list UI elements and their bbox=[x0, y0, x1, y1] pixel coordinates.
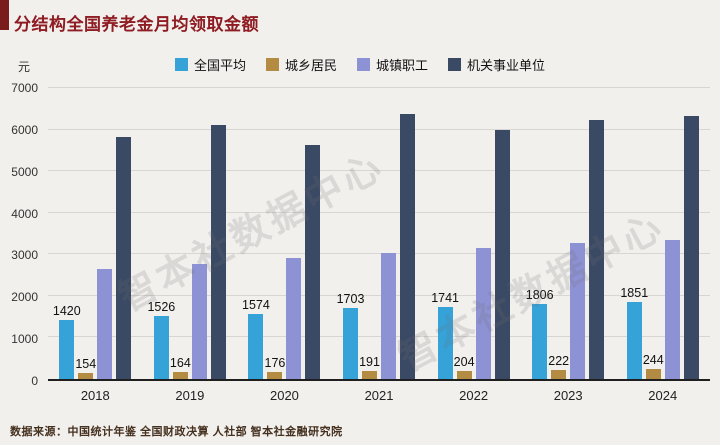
bar-group-2023: 1806 222 bbox=[521, 88, 616, 379]
bar-全国平均-2018: 1420 bbox=[53, 304, 81, 379]
x-tick-label-2019: 2019 bbox=[175, 388, 205, 403]
bar-城乡居民-2024: 244 bbox=[643, 353, 664, 379]
bar-城乡居民-2019: 164 bbox=[170, 356, 191, 379]
corner-accent bbox=[0, 0, 9, 30]
bar-value-label: 1703 bbox=[336, 292, 365, 307]
bar-value-label: 1420 bbox=[52, 303, 81, 318]
bar-全国平均-2024: 1851 bbox=[620, 286, 648, 379]
bar-group-2024: 1851 244 bbox=[615, 88, 710, 379]
bar-value-label: 191 bbox=[359, 355, 380, 370]
y-tick-label: 7000 bbox=[11, 81, 38, 95]
bar-value-label: 222 bbox=[548, 353, 570, 368]
bar-全国平均-2021: 1703 bbox=[337, 292, 364, 379]
y-tick-label: 2000 bbox=[11, 290, 38, 305]
bar-城镇职工-2018 bbox=[97, 269, 113, 379]
gridline bbox=[48, 294, 710, 296]
bar-group-2020: 1574 176 bbox=[237, 88, 332, 379]
bar-value-label: 1526 bbox=[147, 299, 176, 314]
x-tick-label-2018: 2018 bbox=[80, 388, 110, 403]
bar-group-2021: 1703 191 bbox=[332, 88, 427, 379]
legend-item-3: 机关事业单位 bbox=[448, 55, 545, 74]
bar-group-2018: 1420 154 bbox=[48, 88, 143, 379]
bar-全国平均-2020: 1574 bbox=[242, 298, 270, 379]
bar-城乡居民-2023: 222 bbox=[548, 354, 569, 379]
bar-value-label: 164 bbox=[169, 356, 191, 371]
bar-value-label: 244 bbox=[642, 352, 664, 367]
y-tick-label: 1000 bbox=[11, 332, 38, 347]
bar-group-2019: 1526 164 bbox=[143, 88, 238, 379]
gridline bbox=[48, 211, 710, 213]
bar-全国平均-2022: 1741 bbox=[431, 291, 459, 379]
bar-机关事业单位-2023 bbox=[589, 119, 605, 379]
legend-swatch bbox=[448, 58, 462, 71]
bar-value-label: 1574 bbox=[242, 297, 270, 312]
bar-value-label: 154 bbox=[75, 356, 97, 371]
chart-legend: 全国平均 城乡居民 城镇职工 机关事业单位 bbox=[0, 55, 720, 74]
bar-机关事业单位-2020 bbox=[305, 144, 321, 379]
bar-城镇职工-2020 bbox=[286, 258, 302, 379]
bar-城镇职工-2024 bbox=[664, 240, 680, 379]
bar-城镇职工-2023 bbox=[570, 243, 586, 379]
bar-城乡居民-2021: 191 bbox=[359, 355, 380, 379]
legend-item-0: 全国平均 bbox=[174, 55, 246, 74]
gridline bbox=[48, 336, 710, 338]
gridlines-container bbox=[48, 87, 710, 379]
legend-label: 城乡居民 bbox=[284, 58, 337, 73]
gridline bbox=[48, 170, 710, 172]
bar-机关事业单位-2021 bbox=[400, 114, 416, 379]
y-tick-label: 5000 bbox=[11, 164, 38, 179]
bar-value-label: 1851 bbox=[620, 286, 649, 301]
x-tick-label-2021: 2021 bbox=[364, 388, 394, 403]
bar-机关事业单位-2018 bbox=[116, 137, 132, 379]
bar-机关事业单位-2024 bbox=[683, 116, 699, 379]
gridline bbox=[48, 128, 710, 130]
bar-城乡居民-2022: 204 bbox=[454, 355, 475, 379]
y-axis-unit-label: 元 bbox=[18, 60, 31, 74]
legend-label: 城镇职工 bbox=[376, 58, 429, 73]
legend-swatch bbox=[357, 58, 370, 71]
y-tick-label: 3000 bbox=[11, 248, 38, 263]
legend-swatch bbox=[265, 58, 279, 71]
x-tick-label-2024: 2024 bbox=[648, 388, 678, 403]
bar-全国平均-2023: 1806 bbox=[526, 288, 554, 379]
bar-城镇职工-2021 bbox=[381, 252, 397, 379]
bar-机关事业单位-2019 bbox=[210, 125, 226, 379]
y-tick-label: 4000 bbox=[11, 206, 38, 221]
y-tick-label: 0 bbox=[31, 374, 38, 388]
x-axis-labels: 2018 2019 2020 2021 2022 2023 2024 bbox=[48, 388, 710, 403]
bar-group-2022: 1741 204 bbox=[426, 88, 521, 379]
bar-value-label: 1741 bbox=[431, 290, 459, 305]
bar-城镇职工-2019 bbox=[191, 263, 207, 379]
y-axis-labels: 0 1000 2000 3000 4000 5000 6000 7000 bbox=[0, 0, 42, 445]
bar-value-label: 176 bbox=[264, 355, 286, 370]
bar-value-label: 1806 bbox=[525, 287, 554, 302]
bar-城乡居民-2018: 154 bbox=[75, 357, 96, 379]
bar-value-label: 204 bbox=[453, 354, 475, 369]
x-tick-label-2020: 2020 bbox=[269, 388, 299, 403]
x-tick-label-2023: 2023 bbox=[553, 388, 583, 403]
y-tick-label: 6000 bbox=[11, 122, 38, 137]
x-tick-label-2022: 2022 bbox=[459, 388, 489, 403]
chart-title: 分结构全国养老金月均领取金额 bbox=[14, 15, 259, 34]
legend-label: 全国平均 bbox=[193, 58, 246, 73]
plot-area: 1420 154 1526 164 1574 176 1703 191 1741 204 1806 2… bbox=[48, 87, 710, 381]
legend-item-1: 城乡居民 bbox=[265, 55, 337, 74]
bar-机关事业单位-2022 bbox=[494, 129, 510, 379]
data-source-note: 数据来源：中国统计年鉴 全国财政决算 人社部 智本社金融研究院 bbox=[10, 426, 343, 438]
bar-城镇职工-2022 bbox=[475, 248, 491, 379]
gridline bbox=[48, 87, 710, 88]
bar-groups-container: 1420 154 1526 164 1574 176 1703 191 1741 204 1806 2… bbox=[48, 88, 710, 379]
bar-全国平均-2019: 1526 bbox=[147, 300, 175, 379]
legend-label: 机关事业单位 bbox=[467, 58, 546, 73]
legend-swatch bbox=[174, 58, 188, 71]
legend-item-2: 城镇职工 bbox=[357, 55, 428, 74]
bar-城乡居民-2020: 176 bbox=[265, 356, 285, 379]
gridline bbox=[48, 253, 710, 255]
